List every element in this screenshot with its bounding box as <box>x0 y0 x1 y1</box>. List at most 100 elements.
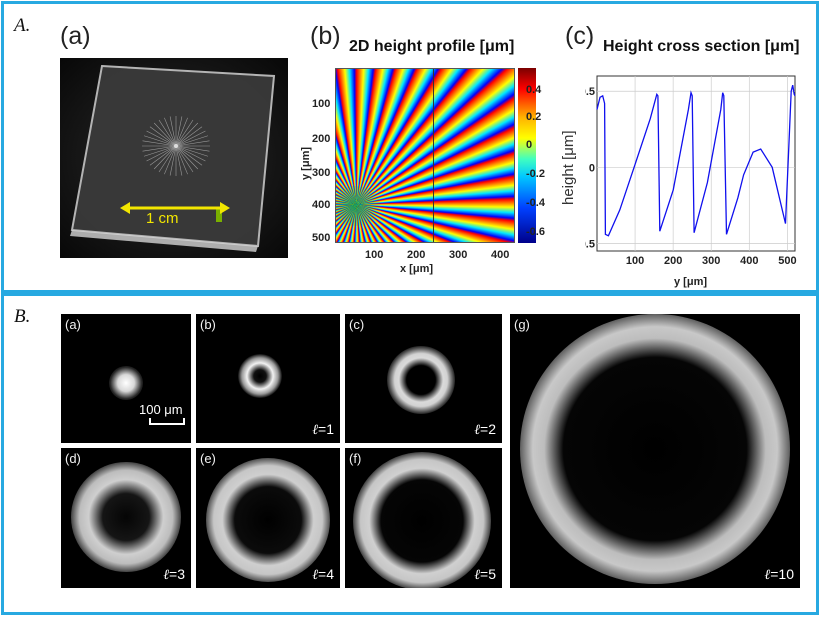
photo-label: (a) <box>60 22 91 50</box>
plate-ray <box>175 126 203 147</box>
profile-label: (b) <box>310 22 341 50</box>
chart-xtick: 500 <box>778 255 796 267</box>
plate-ray <box>169 145 177 176</box>
plate-ray <box>175 145 209 157</box>
beam-spot <box>109 366 143 400</box>
plate-ray <box>146 145 177 162</box>
beam-image: (b) ℓ=1 <box>196 314 340 443</box>
plate-ray <box>158 145 177 173</box>
plate-ray <box>175 116 183 147</box>
beam-ell-label: ℓ=5 <box>474 566 496 584</box>
cross-section-label: (c) <box>565 22 595 50</box>
cbar-tick: 0 <box>526 139 533 151</box>
profile-xtick: 300 <box>449 249 468 261</box>
ell-symbol: ℓ <box>163 567 170 583</box>
chart-xlabel: y [μm] <box>674 276 708 288</box>
cbar-tick: -0.4 <box>526 197 545 209</box>
plate-ray <box>142 140 177 147</box>
plate-ray <box>143 135 177 147</box>
chart-ytick: 0.5 <box>585 86 595 98</box>
profile-xlabel: x [μm] <box>400 263 434 275</box>
plate-ray <box>175 145 194 173</box>
profile-ytick: 400 <box>312 199 331 211</box>
ell-symbol: ℓ <box>312 567 319 583</box>
plate-ray <box>175 145 210 152</box>
ell-symbol: ℓ <box>474 422 481 438</box>
beam-scale-label: 100 μm <box>139 402 183 417</box>
scale-bar-label: 1 cm <box>146 210 179 227</box>
cbar-tick: 0.2 <box>526 111 542 123</box>
plate-ray <box>175 135 209 147</box>
plate-ray <box>143 145 177 157</box>
beam-ring <box>71 462 181 572</box>
section-label-a: A. <box>14 15 31 36</box>
beam-ring <box>387 346 455 414</box>
beam-ring <box>238 354 282 398</box>
beam-ell-label: ℓ=3 <box>163 566 185 584</box>
profile-ytick: 200 <box>312 133 331 145</box>
section-label-b: B. <box>14 306 31 327</box>
profile-title: 2D height profile [μm] <box>349 38 515 55</box>
ell-value: =4 <box>318 566 334 582</box>
panel-a <box>1 1 819 293</box>
plate-ray <box>175 145 188 175</box>
beam-ring <box>206 458 330 582</box>
plate-ray <box>153 145 177 170</box>
plate-ray <box>164 145 177 175</box>
phase-plate-graphic <box>60 58 288 258</box>
beam-ell-label: ℓ=2 <box>474 421 496 439</box>
plate-ray <box>149 126 177 147</box>
chart-xtick: 200 <box>664 255 682 267</box>
profile-xtick: 200 <box>407 249 426 261</box>
plate-ray <box>175 122 199 147</box>
beam-ring <box>353 452 491 588</box>
plate-ray <box>153 122 177 147</box>
beam-ring <box>520 314 790 584</box>
panel-b <box>1 293 819 615</box>
beam-tag: (e) <box>200 451 216 466</box>
beam-image: (e) ℓ=4 <box>196 448 340 588</box>
chart-ytick: 0 <box>589 162 595 174</box>
beam-ell-label: ℓ=1 <box>312 421 334 439</box>
beam-tag: (g) <box>514 317 530 332</box>
chart-ylabel: height [μm] <box>560 130 577 205</box>
beam-tag: (d) <box>65 451 81 466</box>
profile-xtick: 100 <box>365 249 384 261</box>
beam-image: (d) ℓ=3 <box>61 448 191 588</box>
chart-frame <box>596 75 796 252</box>
plate-ray <box>175 145 183 176</box>
chart-xtick: 100 <box>626 255 644 267</box>
beam-tag: (b) <box>200 317 216 332</box>
plate-ray <box>175 145 199 170</box>
cross-section-chart: 100 200 300 400 500 0.5 0 -0.5 <box>585 75 797 267</box>
profile-ytick: 300 <box>312 167 331 179</box>
plate-ray <box>164 117 177 147</box>
beam-image: (c) ℓ=2 <box>345 314 502 443</box>
phase-plate-photo: 1 cm <box>60 58 288 258</box>
ell-symbol: ℓ <box>312 422 319 438</box>
plate-ray <box>175 119 194 147</box>
profile-ytick: 500 <box>312 232 331 244</box>
chart-xtick: 400 <box>740 255 758 267</box>
profile-ytick: 100 <box>312 98 331 110</box>
beam-tag: (c) <box>349 317 365 332</box>
plate-ray <box>175 130 206 147</box>
beam-ell-label: ℓ=4 <box>312 566 334 584</box>
beam-tag: (a) <box>65 317 81 332</box>
cross-section-line <box>596 84 796 237</box>
beam-tag: (f) <box>349 451 362 466</box>
ell-value: =5 <box>480 566 496 582</box>
colorbar <box>518 68 536 243</box>
plate-ray <box>175 145 206 162</box>
ell-symbol: ℓ <box>764 567 771 583</box>
beam-image: (a) 100 μm <box>61 314 191 443</box>
plate-ray <box>149 145 177 166</box>
ell-value: =2 <box>480 421 496 437</box>
cbar-tick: 0.4 <box>526 84 542 96</box>
beam-ell-label: ℓ=10 <box>764 566 794 584</box>
plate-ray <box>175 117 188 147</box>
cross-section-title: Height cross section [μm] <box>603 38 800 55</box>
profile-heatmap <box>335 68 515 243</box>
chart-ytick: -0.5 <box>585 238 595 250</box>
ell-value: =3 <box>169 566 185 582</box>
